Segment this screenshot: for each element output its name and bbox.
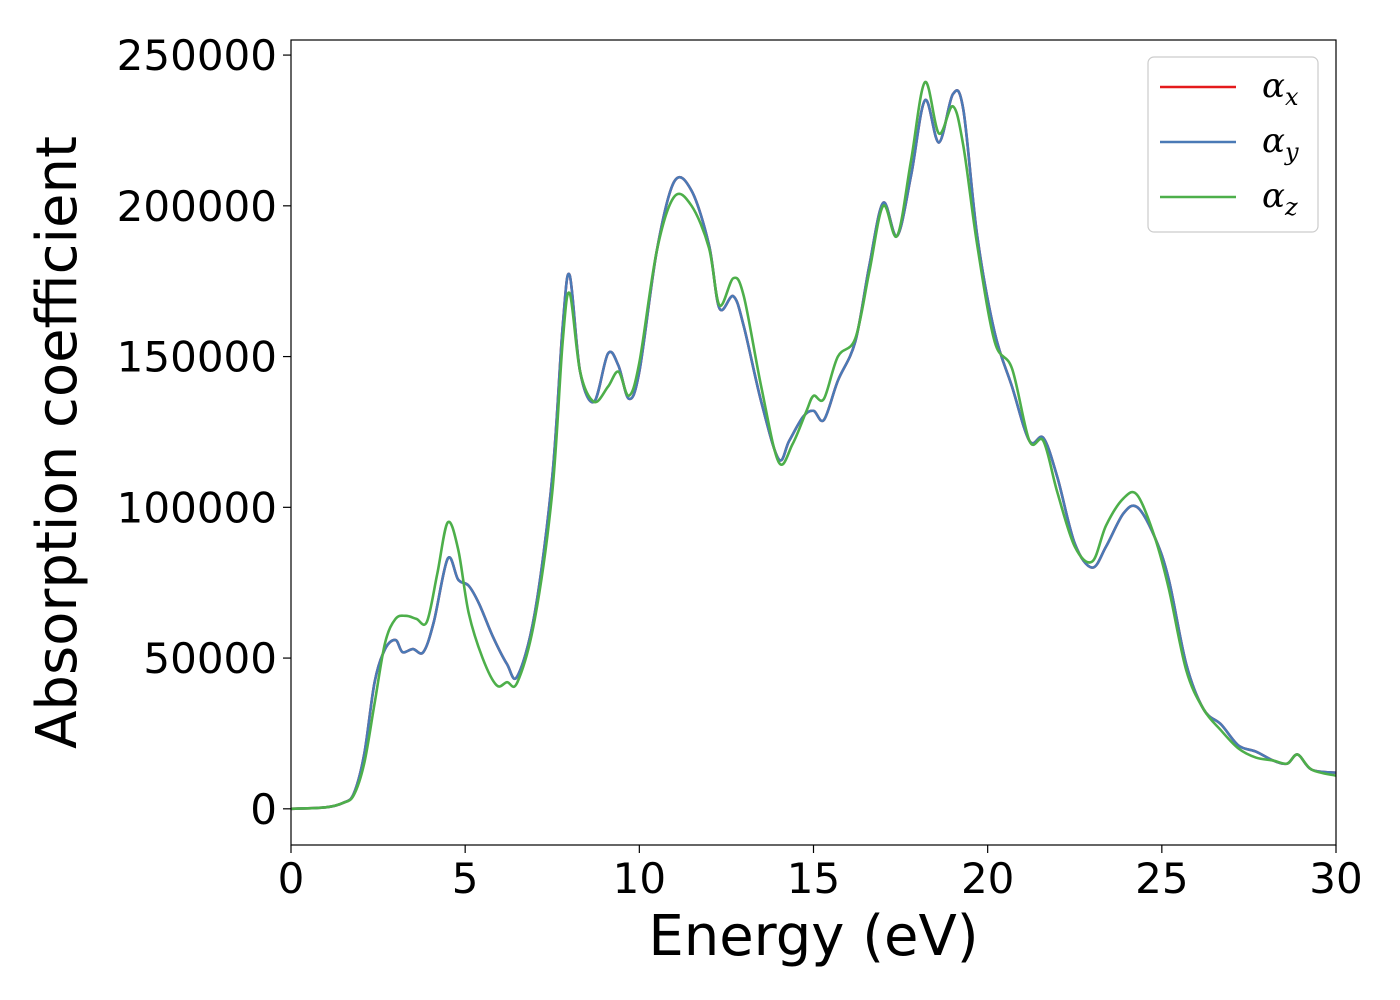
x-tick-label: 25 (1135, 854, 1188, 903)
x-tick-label: 0 (278, 854, 305, 903)
y-tick-label: 100000 (117, 483, 277, 532)
y-tick-label: 250000 (117, 31, 277, 80)
legend-label-z: αz (1262, 176, 1298, 221)
series-layer (290, 80, 1337, 811)
legend-label-y: αy (1262, 121, 1299, 166)
y-tick-label: 50000 (143, 634, 277, 683)
x-tick-label: 5 (452, 854, 479, 903)
y-axis-title: Absorption coefficient (25, 136, 90, 749)
y-tick-label: 0 (250, 785, 277, 834)
x-tick-label: 15 (787, 854, 840, 903)
x-axis-title: Energy (eV) (648, 904, 978, 969)
y-axis-ticks: 0 50000 100000 150000 200000 250000 (117, 31, 291, 834)
x-tick-label: 10 (613, 854, 666, 903)
legend: αx αy αz (1147, 56, 1319, 233)
x-tick-label: 20 (961, 854, 1014, 903)
y-tick-label: 150000 (117, 333, 277, 382)
x-axis-ticks: 0 5 10 15 20 25 30 (278, 845, 1363, 903)
legend-box (1147, 56, 1319, 233)
y-tick-label: 200000 (117, 182, 277, 231)
legend-label-x: αx (1262, 66, 1299, 111)
x-tick-label: 30 (1309, 854, 1362, 903)
series-line-z (290, 80, 1337, 811)
